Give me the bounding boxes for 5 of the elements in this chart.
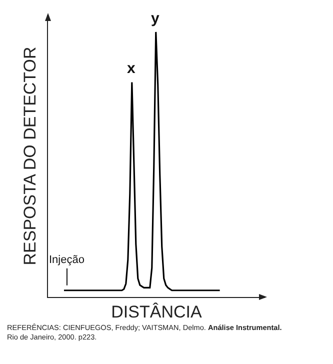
annotation: y <box>151 10 160 27</box>
x-axis-title: DISTÂNCIA <box>111 302 202 322</box>
annotation: x <box>127 60 136 77</box>
y-axis-title: RESPOSTA DO DETECTOR <box>20 46 40 266</box>
annotation: Injeção <box>49 254 84 266</box>
